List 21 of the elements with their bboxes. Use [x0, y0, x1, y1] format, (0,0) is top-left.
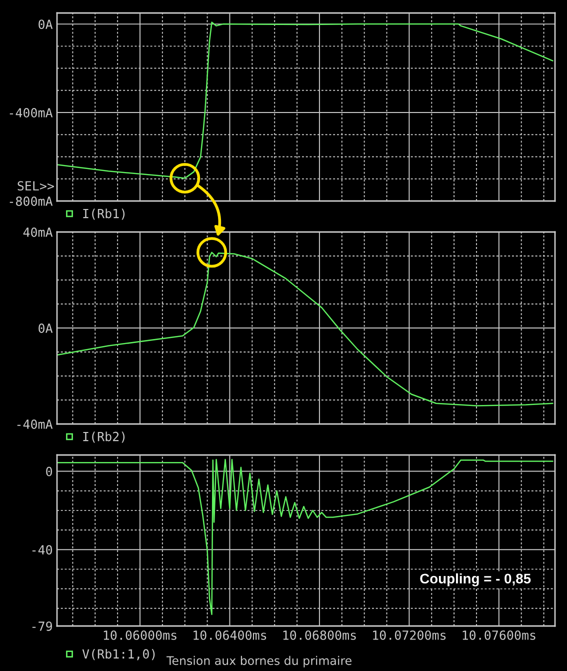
x-tick-label: 10.07600ms: [462, 630, 536, 640]
y-tick-label: -40: [32, 545, 52, 555]
y-tick-label: -800mA: [10, 196, 53, 206]
annotation: Coupling = - 0,85: [420, 573, 531, 586]
y-tick-label: 0: [46, 466, 52, 476]
legend-label: V(Rb1:1,0): [82, 648, 155, 660]
y-tick-label: 0A: [38, 20, 53, 30]
line-series: [57, 458, 554, 616]
legend-label: I(Rb2): [83, 432, 125, 443]
y-tick-label: -79: [32, 622, 52, 631]
x-tick-label: 10.07200ms: [373, 630, 446, 640]
y-tick-label: 40mA: [23, 228, 53, 237]
y-tick-label: -400mA: [10, 108, 53, 118]
y-tick-label: -40mA: [17, 420, 53, 429]
x-tick-label: 10.06400ms: [194, 630, 266, 640]
legend-label: I(Rb1): [83, 208, 125, 220]
text: SEL>>: [18, 181, 54, 191]
text: Tension aux bornes du primaire: [166, 656, 352, 668]
x-tick-label: 10.06000ms: [104, 630, 176, 640]
y-tick-label: 0A: [38, 324, 53, 333]
x-tick-label: 10.06800ms: [283, 630, 356, 640]
